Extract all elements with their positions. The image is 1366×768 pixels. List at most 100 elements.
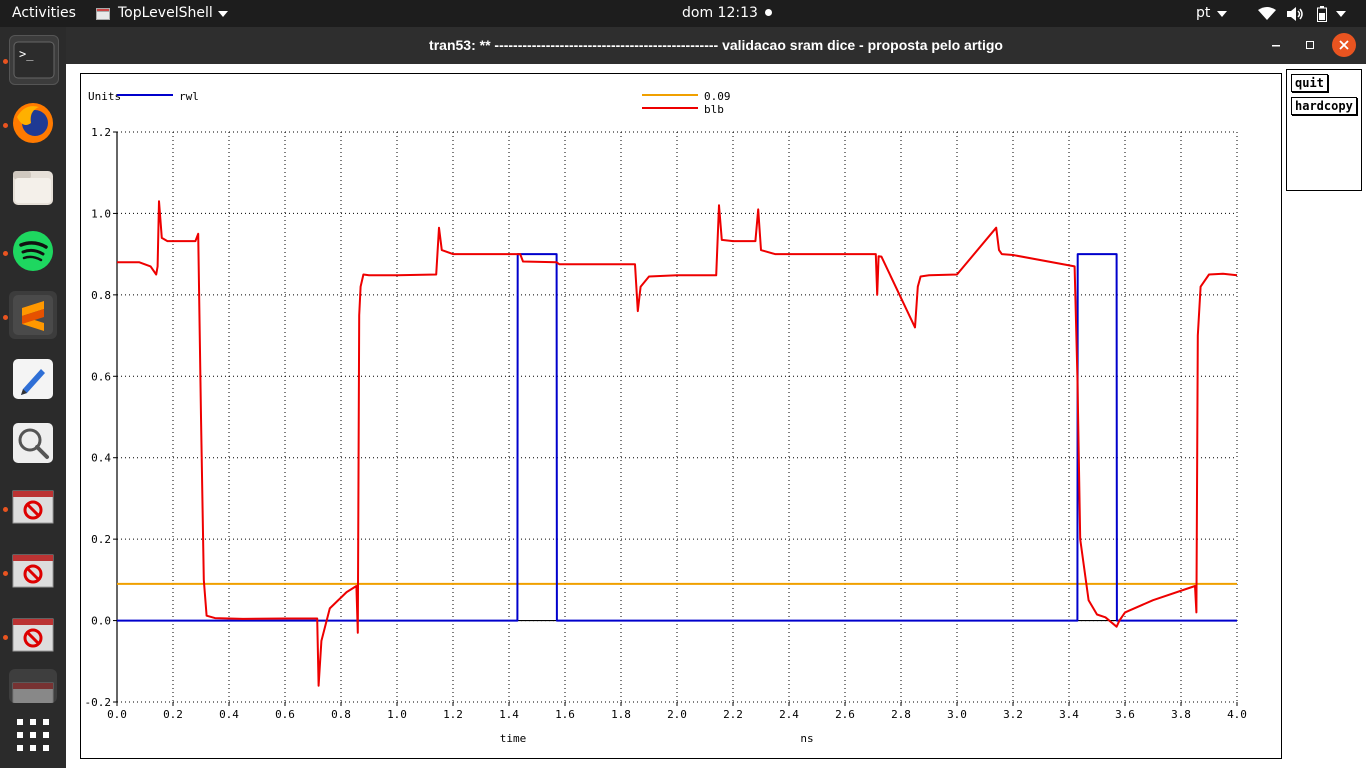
app-window-icon bbox=[12, 554, 54, 588]
running-indicator bbox=[3, 315, 8, 320]
close-icon bbox=[1339, 39, 1349, 50]
svg-text:>_: >_ bbox=[19, 47, 34, 61]
chevron-down-icon bbox=[218, 11, 228, 17]
clock[interactable]: dom 12:13 bbox=[682, 0, 773, 27]
activities-button[interactable]: Activities bbox=[12, 5, 76, 21]
terminal-icon: >_ bbox=[13, 41, 55, 79]
x-tick-label: 0.4 bbox=[219, 708, 239, 721]
series-line-blb bbox=[117, 200, 1238, 687]
maximize-button[interactable] bbox=[1298, 33, 1322, 57]
x-tick-label: 3.4 bbox=[1059, 708, 1079, 721]
y-tick-label: 0.0 bbox=[91, 615, 111, 628]
x-tick-label: 0.2 bbox=[163, 708, 183, 721]
x-tick-label: 0.6 bbox=[275, 708, 295, 721]
running-indicator bbox=[3, 59, 8, 64]
firefox-icon bbox=[13, 103, 53, 143]
x-tick-label: 2.6 bbox=[835, 708, 855, 721]
x-tick-label: 1.6 bbox=[555, 708, 575, 721]
dock-spotify[interactable] bbox=[9, 227, 57, 275]
x-tick-label: 1.0 bbox=[387, 708, 407, 721]
dock-app-window[interactable] bbox=[9, 547, 57, 595]
dock-firefox[interactable] bbox=[9, 99, 57, 147]
x-tick-label: 0.0 bbox=[107, 708, 127, 721]
window-title: tran53: ** -----------------------------… bbox=[429, 37, 1003, 53]
y-tick-label: 0.4 bbox=[91, 452, 111, 465]
y-tick-label: 0.8 bbox=[91, 289, 111, 302]
dock-text-editor[interactable] bbox=[9, 355, 57, 403]
x-tick-label: 4.0 bbox=[1227, 708, 1247, 721]
dock-sublime-text[interactable] bbox=[9, 291, 57, 339]
x-tick-label: 1.2 bbox=[443, 708, 463, 721]
minimize-icon bbox=[1272, 44, 1280, 46]
button-panel: quit hardcopy bbox=[1286, 69, 1362, 191]
title-bar[interactable]: tran53: ** -----------------------------… bbox=[66, 27, 1366, 64]
x-tick-label: 3.0 bbox=[947, 708, 967, 721]
plot-window: tran53: ** -----------------------------… bbox=[66, 27, 1366, 768]
running-indicator bbox=[3, 251, 8, 256]
image-viewer-icon bbox=[13, 423, 53, 463]
chevron-down-icon bbox=[1336, 11, 1346, 17]
app-window-icon bbox=[12, 682, 54, 703]
x-tick-label: 1.4 bbox=[499, 708, 519, 721]
language-menu[interactable]: pt bbox=[1196, 0, 1227, 27]
y-tick-label: 1.0 bbox=[91, 207, 111, 220]
running-indicator bbox=[3, 507, 8, 512]
legend-label-blb: blb bbox=[704, 103, 724, 116]
text-editor-icon bbox=[13, 359, 53, 399]
y-tick-label: 0.6 bbox=[91, 370, 111, 383]
dock-terminal[interactable]: >_ bbox=[9, 35, 59, 85]
dock-app-window[interactable] bbox=[9, 483, 57, 531]
dock-app-window[interactable] bbox=[9, 669, 57, 703]
x-tick-label: 3.8 bbox=[1171, 708, 1191, 721]
dock-app-window[interactable] bbox=[9, 611, 57, 659]
show-applications-button[interactable] bbox=[9, 711, 57, 759]
language-label: pt bbox=[1196, 5, 1211, 21]
system-menu[interactable] bbox=[1258, 0, 1358, 27]
hardcopy-button[interactable]: hardcopy bbox=[1291, 97, 1357, 115]
top-bar: Activities TopLevelShell dom 12:13 pt bbox=[0, 0, 1366, 27]
series-line-rwl bbox=[117, 253, 1237, 622]
quit-button[interactable]: quit bbox=[1291, 74, 1328, 92]
y-tick-label: 0.2 bbox=[91, 533, 111, 546]
x-tick-label: 2.4 bbox=[779, 708, 799, 721]
sublime-text-icon bbox=[13, 295, 53, 335]
legend-label-rwl: rwl bbox=[179, 90, 199, 103]
notification-dot-icon bbox=[765, 9, 773, 16]
y-tick-label: 1.2 bbox=[91, 126, 111, 139]
x-tick-label: 3.6 bbox=[1115, 708, 1135, 721]
y-tick-label: -0.2 bbox=[85, 696, 112, 709]
spotify-icon bbox=[13, 231, 53, 271]
waveform-chart: 0.0 0.2 0.4 0.6 0.8 1.0 1.2 1.4 1.6 1.8 2.0 2.2 2.4 2… bbox=[85, 90, 1247, 745]
dock-image-viewer[interactable] bbox=[9, 419, 57, 467]
dock-files[interactable] bbox=[9, 163, 57, 211]
running-indicator bbox=[3, 123, 8, 128]
volume-icon bbox=[1287, 7, 1303, 21]
running-indicator bbox=[3, 571, 8, 576]
x-tick-label: 3.2 bbox=[1003, 708, 1023, 721]
clock-label: dom 12:13 bbox=[682, 5, 758, 21]
plot-area[interactable]: 0.0 0.2 0.4 0.6 0.8 1.0 1.2 1.4 1.6 1.8 2.0 2.2 2.4 2… bbox=[80, 73, 1282, 759]
minimize-button[interactable] bbox=[1264, 33, 1288, 57]
close-button[interactable] bbox=[1332, 33, 1356, 57]
app-window-icon bbox=[12, 618, 54, 652]
wifi-icon bbox=[1258, 7, 1276, 20]
battery-icon bbox=[1317, 6, 1327, 22]
x-tick-label: 2.2 bbox=[723, 708, 743, 721]
chevron-down-icon bbox=[1217, 11, 1227, 17]
app-window-icon bbox=[96, 8, 110, 20]
x-axis-unit: ns bbox=[800, 732, 813, 745]
legend-label-threshold: 0.09 bbox=[704, 90, 731, 103]
dock: >_ bbox=[0, 27, 66, 768]
x-tick-label: 2.8 bbox=[891, 708, 911, 721]
app-menu[interactable]: TopLevelShell bbox=[96, 0, 311, 27]
x-tick-label: 2.0 bbox=[667, 708, 687, 721]
files-icon bbox=[13, 171, 53, 205]
x-axis-label: time bbox=[500, 732, 527, 745]
app-window-icon bbox=[12, 490, 54, 524]
maximize-icon bbox=[1306, 40, 1314, 49]
x-tick-label: 0.8 bbox=[331, 708, 351, 721]
units-label: Units bbox=[88, 90, 121, 103]
x-tick-label: 1.8 bbox=[611, 708, 631, 721]
running-indicator bbox=[3, 635, 8, 640]
app-menu-label: TopLevelShell bbox=[118, 5, 213, 21]
